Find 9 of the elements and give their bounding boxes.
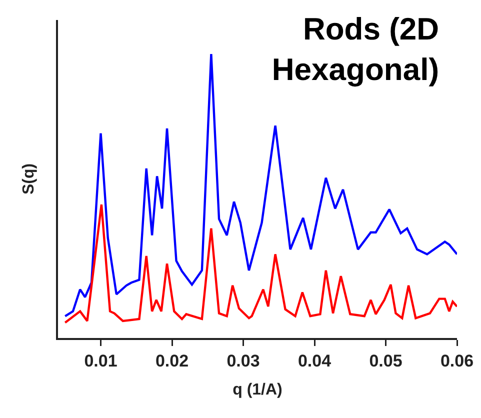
x-tick-label: 0.04 [298,351,332,370]
x-tick-label: 0.02 [155,351,189,370]
x-tick-label: 0.01 [84,351,118,370]
x-tick-label: 0.03 [226,351,260,370]
x-tick-label: 0.06 [440,351,474,370]
x-axis-title: q (1/A) [232,382,282,399]
y-axis-title: S(q) [20,163,38,195]
x-tick-label: 0.05 [369,351,402,370]
chart-title: Rods (2D Hexagonal) [272,12,440,88]
